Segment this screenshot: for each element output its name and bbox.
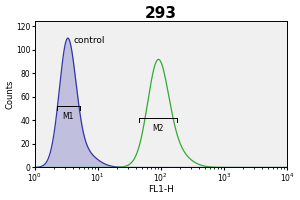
X-axis label: FL1-H: FL1-H	[148, 185, 174, 194]
Text: M2: M2	[152, 124, 163, 133]
Title: 293: 293	[145, 6, 177, 21]
Text: M1: M1	[63, 112, 74, 121]
Y-axis label: Counts: Counts	[6, 79, 15, 109]
Text: control: control	[74, 36, 105, 45]
